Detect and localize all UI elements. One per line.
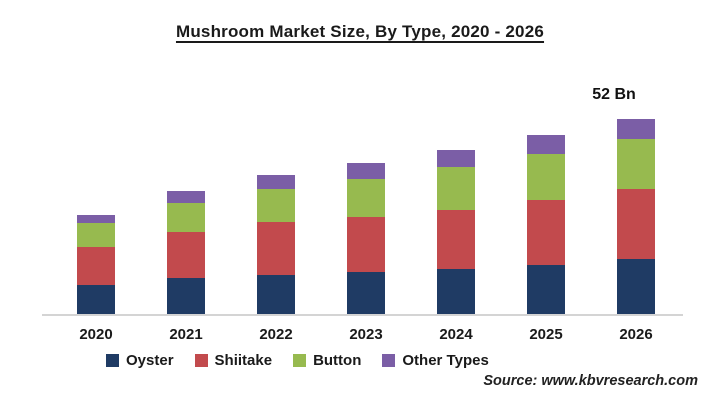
bar-segment-button [77, 223, 115, 248]
bar-segment-shiitake [347, 217, 385, 273]
legend: Oyster Shiitake Button Other Types [106, 352, 489, 369]
bar-2023 [347, 162, 385, 314]
source-note: Source: www.kbvresearch.com [483, 373, 698, 389]
bar-segment-other-types [347, 162, 385, 180]
x-axis-label-2023: 2023 [349, 326, 383, 343]
bar-segment-other-types [167, 190, 205, 203]
x-axis-label-2026: 2026 [619, 326, 653, 343]
bar-segment-oyster [527, 264, 565, 314]
legend-item-oyster: Oyster [106, 352, 174, 369]
legend-swatch-icon [382, 354, 396, 367]
legend-label: Shiitake [214, 352, 273, 369]
legend-item-button: Button [293, 352, 361, 369]
bar-segment-button [617, 138, 655, 189]
x-axis-label-2022: 2022 [259, 326, 293, 343]
bar-segment-oyster [617, 258, 655, 314]
bar-segment-other-types [257, 174, 295, 189]
bar-segment-other-types [527, 135, 565, 155]
chart-title: Mushroom Market Size, By Type, 2020 - 20… [175, 22, 545, 41]
plot-area: 52 Bn [42, 85, 683, 316]
bar-segment-shiitake [527, 200, 565, 265]
legend-label: Oyster [126, 352, 174, 369]
x-axis-label-2020: 2020 [79, 326, 113, 343]
legend-swatch-icon [194, 354, 208, 367]
x-axis-label-2025: 2025 [529, 326, 563, 343]
bar-segment-shiitake [77, 247, 115, 286]
bar-segment-button [167, 202, 205, 233]
bar-segment-other-types [617, 119, 655, 139]
bar-segment-oyster [257, 275, 295, 314]
legend-item-shiitake: Shiitake [194, 352, 273, 369]
bar-segment-oyster [167, 278, 205, 314]
total-annotation: 52 Bn [592, 86, 636, 103]
x-axis-label-2021: 2021 [169, 326, 203, 343]
legend-label: Button [313, 352, 362, 369]
bar-segment-other-types [77, 215, 115, 224]
bar-2024 [437, 149, 475, 314]
bar-2022 [257, 174, 295, 314]
bar-segment-button [257, 188, 295, 223]
legend-item-other-types: Other Types [382, 352, 489, 369]
bar-segment-oyster [347, 272, 385, 314]
bar-segment-shiitake [257, 222, 295, 275]
bar-segment-button [437, 166, 475, 210]
bar-segment-shiitake [437, 209, 475, 269]
legend-swatch-icon [106, 354, 119, 367]
bar-segment-button [347, 179, 385, 218]
bar-segment-shiitake [617, 188, 655, 259]
x-axis: 2020 2021 2022 2023 2024 2025 2026 [42, 326, 683, 348]
bar-segment-oyster [77, 285, 115, 314]
x-axis-label-2024: 2024 [439, 326, 473, 343]
legend-swatch-icon [293, 354, 307, 367]
bar-2020 [77, 215, 115, 314]
bar-segment-shiitake [167, 232, 205, 278]
bar-segment-other-types [437, 149, 475, 167]
bar-segment-oyster [437, 269, 475, 314]
bar-2025 [527, 135, 565, 314]
bar-2026 [617, 119, 655, 314]
bar-segment-button [527, 154, 565, 201]
legend-label: Other Types [402, 352, 489, 369]
bar-2021 [167, 190, 205, 314]
